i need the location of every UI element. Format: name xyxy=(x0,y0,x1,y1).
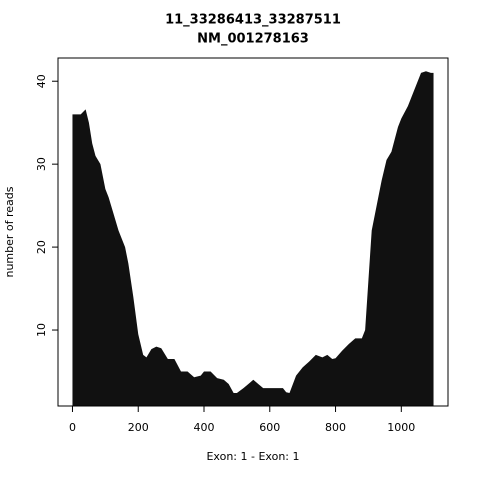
area xyxy=(72,71,434,407)
y-tick-label: 20 xyxy=(35,240,48,254)
chart-subtitle: NM_001278163 xyxy=(197,32,309,47)
x-tick-label: 200 xyxy=(128,421,149,434)
y-axis-label: number of reads xyxy=(3,186,16,277)
chart-title: 11_33286413_33287511 xyxy=(165,13,341,28)
x-axis-label: Exon: 1 - Exon: 1 xyxy=(206,450,299,463)
y-tick-label: 30 xyxy=(35,157,48,171)
x-tick-label: 0 xyxy=(69,421,76,434)
x-tick-label: 600 xyxy=(259,421,280,434)
plot-box xyxy=(57,57,449,407)
x-tick-label: 400 xyxy=(194,421,215,434)
y-tick-label: 40 xyxy=(35,74,48,88)
y-tick-label: 10 xyxy=(35,323,48,337)
x-tick-label: 1000 xyxy=(387,421,415,434)
x-tick-label: 800 xyxy=(325,421,346,434)
